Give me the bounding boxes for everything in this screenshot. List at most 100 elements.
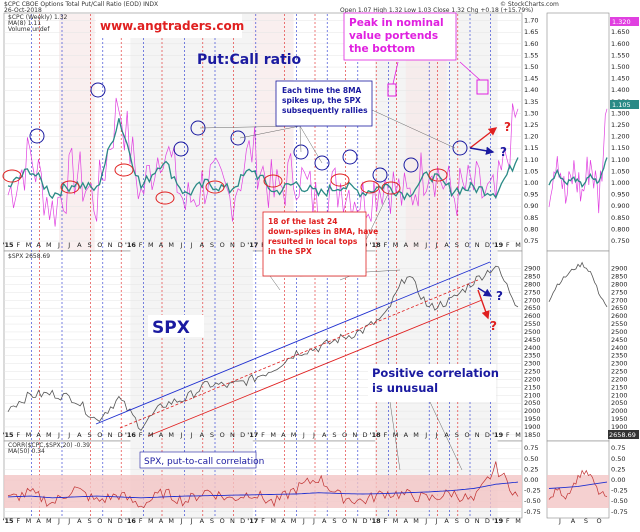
question-mark-2: ? — [500, 145, 507, 159]
x-tick-label: N — [475, 241, 480, 249]
side-y-tick-label: 0.850 — [611, 214, 630, 222]
x-tick-label: S — [332, 431, 336, 439]
x-tick-label: N — [108, 431, 113, 439]
y-tick-label: 1.65 — [524, 28, 538, 36]
x-tick-label: M — [393, 517, 399, 525]
x-tick-label: M — [168, 517, 174, 525]
legend-corr: CORR($CPC,$SPX,20) -0.39 — [8, 442, 90, 449]
x-tick-label: M — [46, 431, 52, 439]
y-tick-label: 1.45 — [524, 75, 538, 83]
x-tick-label: '15 — [2, 517, 14, 525]
x-tick-label: A — [322, 517, 327, 525]
x-tick-label: M — [270, 431, 276, 439]
x-tick-label: M — [46, 241, 52, 249]
side-y-tick-label: 2750 — [611, 288, 628, 296]
x-tick-label: J — [302, 431, 305, 439]
side-y-tick-label: 1.050 — [611, 167, 630, 175]
side-y-tick-label: 2250 — [611, 368, 628, 376]
x-tick-label: A — [322, 431, 327, 439]
credit: © StockCharts.com — [500, 1, 559, 8]
side-y-tick-label: 2600 — [611, 312, 628, 320]
question-mark-1: ? — [504, 120, 511, 134]
direction-arrow — [477, 289, 490, 320]
ma-note-pointer — [371, 109, 456, 149]
y-tick-label: 1.35 — [524, 98, 538, 106]
cpc-last-value: 1.320 — [612, 18, 631, 26]
x-tick-label: '19 — [492, 517, 504, 525]
ma-note-pointer — [299, 125, 302, 153]
spx-channel-lower — [147, 299, 483, 437]
x-tick-label: J — [312, 431, 315, 439]
y-tick-label: -0.50 — [524, 497, 541, 505]
y-tick-label: 0.85 — [524, 214, 538, 222]
ohlc-line: Open 1.07 High 1.32 Low 1.03 Close 1.32 … — [340, 7, 533, 14]
side-y-tick-label: 2350 — [611, 352, 628, 360]
side-y-tick-label: 2300 — [611, 360, 628, 368]
x-tick-label: J — [434, 517, 437, 525]
ma-note: Each time the 8MA spikes up, the SPX subse… — [282, 86, 368, 115]
side-cpc-panel — [546, 12, 610, 252]
x-tick-label: '16 — [125, 517, 137, 525]
ma-note-pointer — [239, 125, 301, 139]
x-tick-label: M — [168, 241, 174, 249]
question-mark-3: ? — [496, 289, 503, 303]
y-tick-label: 2450 — [524, 336, 541, 344]
side-y-tick-label: 0.900 — [611, 202, 630, 210]
direction-arrow — [477, 287, 493, 297]
x-tick-label: J — [190, 431, 193, 439]
side-y-tick-label: 2000 — [611, 407, 628, 415]
x-tick-label: D — [485, 241, 490, 249]
side-y-tick-label: 0.800 — [611, 225, 630, 233]
site-box — [96, 14, 242, 38]
x-tick-label: A — [281, 431, 286, 439]
side-y-tick-label: 1.300 — [611, 109, 630, 117]
x-tick-label: J — [67, 241, 70, 249]
x-tick-label: F — [16, 517, 20, 525]
side-y-tick-label: 1.500 — [611, 63, 630, 71]
x-tick-label: J — [179, 517, 182, 525]
x-tick-label: O — [464, 431, 469, 439]
chart-date: 26-Oct-2018 — [4, 7, 42, 14]
x-tick-label: J — [424, 431, 427, 439]
legend-cpc: $CPC (Weekly) 1.32 — [8, 14, 68, 21]
x-tick-label: J — [424, 241, 427, 249]
ma-downspike-circle — [155, 191, 175, 205]
x-tick-label: F — [139, 517, 143, 525]
x-tick-label: '17 — [247, 241, 258, 249]
x-tick-label: J — [57, 431, 60, 439]
x-tick-label: D — [118, 517, 123, 525]
x-tick-label: F — [139, 431, 143, 439]
x-tick-label: M — [148, 431, 154, 439]
y-tick-label: 2200 — [524, 375, 541, 383]
x-tick-label: M — [515, 431, 521, 439]
site-label[interactable]: www.angtraders.com — [100, 19, 244, 33]
ma-downspike-circle — [330, 173, 350, 187]
side-x-tick-label: J — [558, 517, 561, 525]
y-tick-label: 0.95 — [524, 191, 538, 199]
legend-vol: Volume undef — [8, 26, 50, 33]
x-tick-label: O — [97, 431, 102, 439]
side-y-tick-label: 2800 — [611, 280, 628, 288]
x-tick-label: '15 — [2, 241, 14, 249]
y-tick-label: 1900 — [524, 423, 541, 431]
ma-spike-circle — [342, 149, 358, 165]
ma-downspike-circle — [381, 181, 401, 195]
ma-note-box — [275, 80, 373, 127]
y-tick-label: 1.05 — [524, 167, 538, 175]
x-tick-label: D — [362, 431, 367, 439]
x-tick-label: F — [261, 431, 265, 439]
x-tick-label: F — [16, 241, 20, 249]
side-y-tick-label: 1.400 — [611, 86, 630, 94]
side-y-tick-label: 2450 — [611, 336, 628, 344]
x-tick-label: '19 — [492, 431, 504, 439]
x-tick-label: M — [413, 517, 419, 525]
cpc-ma-badge — [610, 100, 639, 109]
x-tick-label: A — [404, 431, 409, 439]
side-corr-line — [548, 469, 608, 500]
y-tick-label: 2300 — [524, 360, 541, 368]
x-tick-label: J — [190, 241, 193, 249]
x-tick-label: A — [77, 241, 82, 249]
downspike-pointer — [365, 189, 391, 241]
x-tick-label: F — [139, 241, 143, 249]
